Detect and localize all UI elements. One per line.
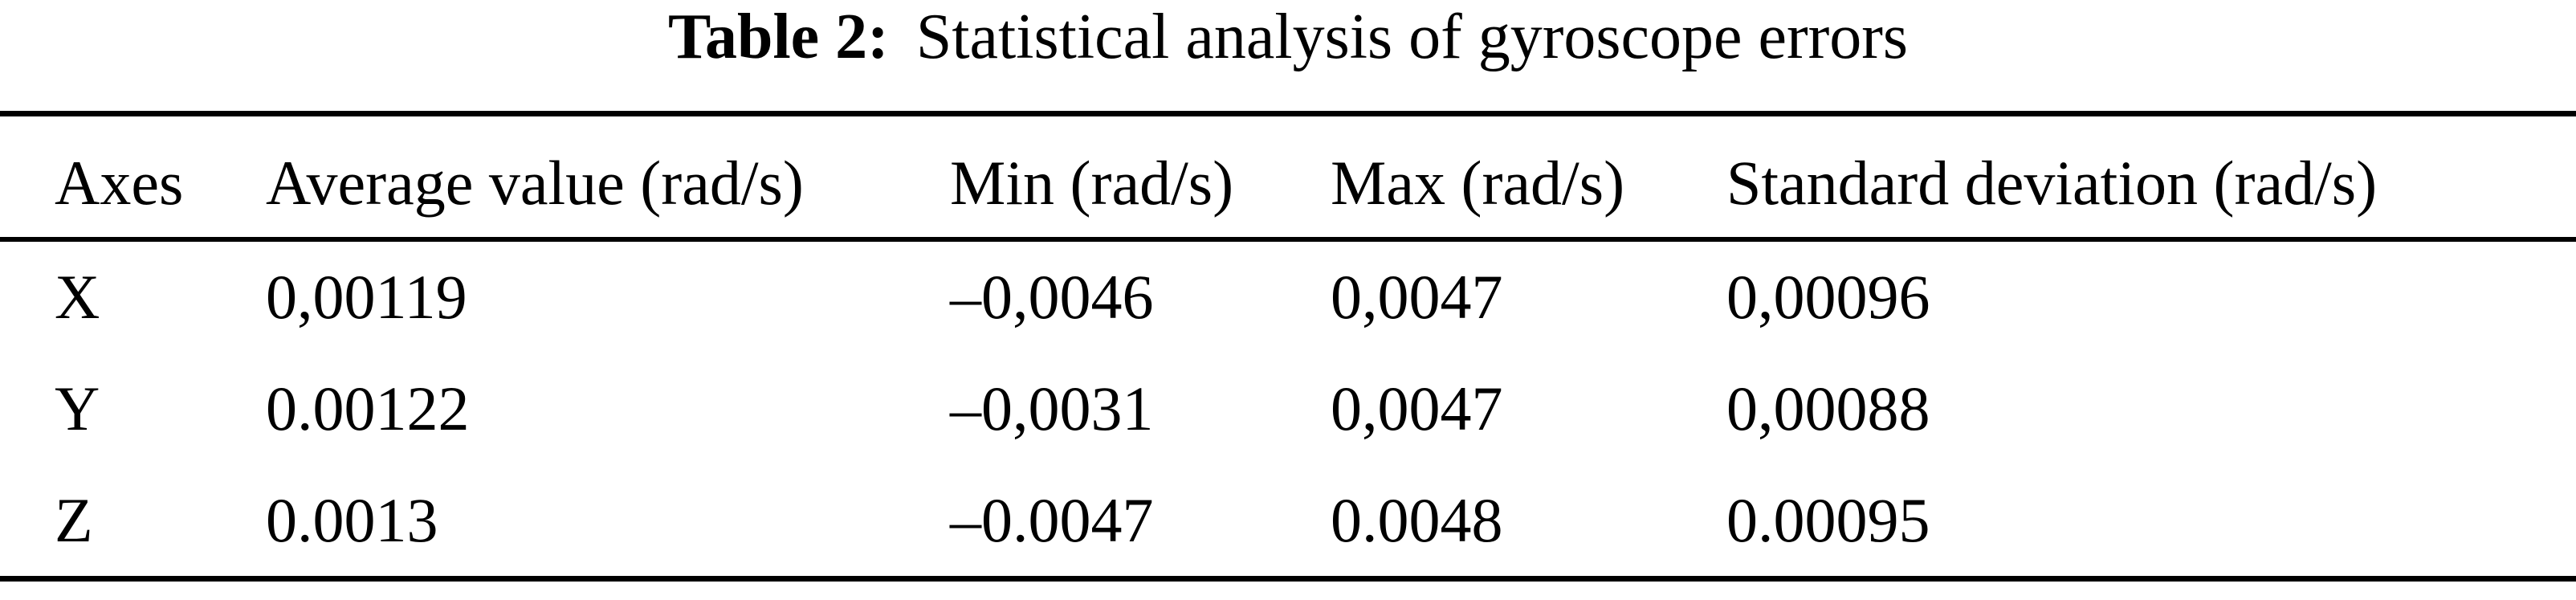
axis-cell: Y (55, 373, 100, 443)
column-header-axes: Axes (0, 113, 266, 242)
axis-cell: Z (55, 485, 93, 556)
max-cell: 0,0047 (1331, 373, 1503, 443)
table-row-x: X 0,00119 –0,0046 0,0047 0,00096 (0, 239, 2576, 353)
min-cell: –0,0046 (950, 261, 1154, 332)
table-row-y: Y 0.00122 –0,0031 0,0047 0,00088 (0, 353, 2576, 466)
table-row-z: Z 0.0013 –0.0047 0.0048 0.00095 (0, 466, 2576, 579)
axis-cell: X (55, 261, 100, 332)
column-header-max: Max (rad/s) (1331, 113, 1726, 242)
caption-label: Table 2: (667, 2, 889, 72)
column-header-average: Average value (rad/s) (266, 113, 950, 242)
std-dev-cell: 0,00096 (1726, 261, 1930, 332)
min-cell: –0,0031 (950, 373, 1154, 443)
table-caption: Table 2: Statistical analysis of gyroscop… (0, 2, 2576, 72)
header-row: Axes Average value (rad/s) Min (rad/s) M… (0, 113, 2576, 242)
caption-text: Statistical analysis of gyroscope errors (915, 2, 1909, 72)
std-dev-cell: 0.00095 (1726, 485, 1930, 556)
average-cell: 0.0013 (266, 485, 438, 556)
average-cell: 0,00119 (266, 261, 467, 332)
std-dev-cell: 0,00088 (1726, 373, 1930, 443)
column-header-min: Min (rad/s) (950, 113, 1331, 242)
max-cell: 0,0047 (1331, 261, 1503, 332)
gyroscope-errors-table: Axes Average value (rad/s) Min (rad/s) M… (0, 111, 2576, 582)
column-header-std-dev: Standard deviation (rad/s) (1726, 113, 2576, 242)
max-cell: 0.0048 (1331, 485, 1503, 556)
min-cell: –0.0047 (950, 485, 1154, 556)
average-cell: 0.00122 (266, 373, 470, 443)
